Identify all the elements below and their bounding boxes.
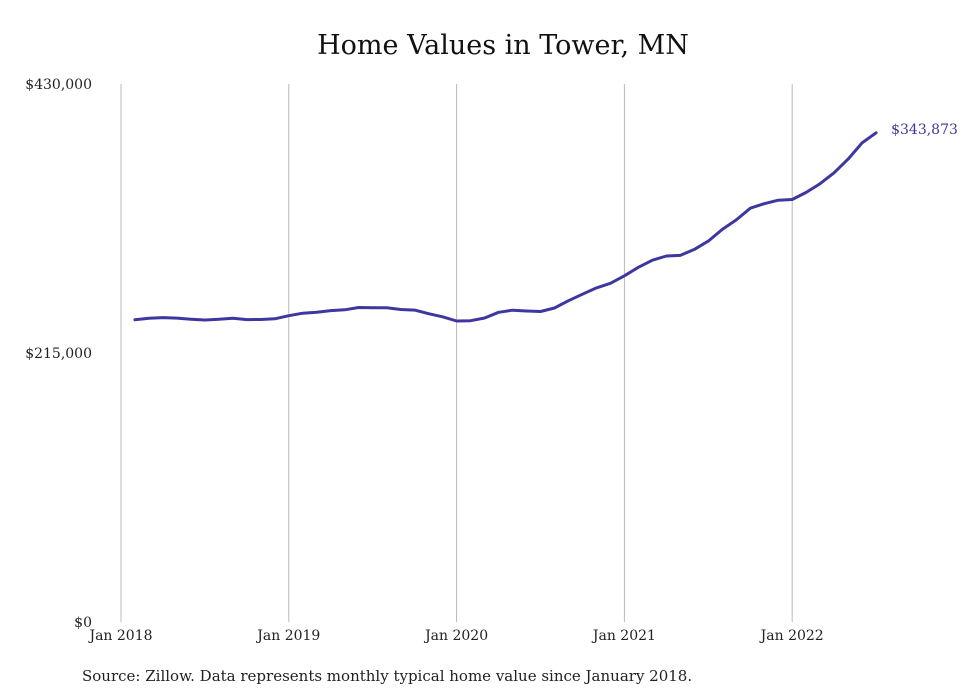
x-tick-label: Jan 2021	[591, 628, 656, 644]
x-tick-label: Jan 2018	[87, 628, 152, 644]
source-note: Source: Zillow. Data represents monthly …	[82, 667, 693, 685]
x-tick-label: Jan 2022	[759, 628, 824, 644]
y-tick-label: $215,000	[25, 346, 92, 362]
series-end-label: $343,873	[891, 122, 958, 138]
chart-title: Home Values in Tower, MN	[317, 30, 689, 61]
series-line	[133, 131, 878, 323]
y-tick-label: $0	[74, 615, 92, 631]
x-tick-label: Jan 2019	[255, 628, 320, 644]
x-tick-label: Jan 2020	[423, 628, 488, 644]
y-tick-label: $430,000	[25, 77, 92, 93]
